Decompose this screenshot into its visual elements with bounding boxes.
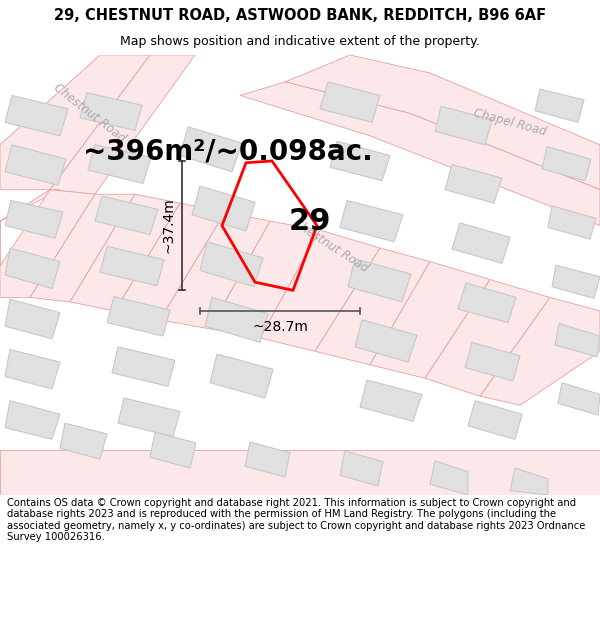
Polygon shape [245,442,290,477]
Text: ~396m²/~0.098ac.: ~396m²/~0.098ac. [83,138,373,166]
Polygon shape [70,194,180,311]
Polygon shape [360,380,422,421]
Polygon shape [542,147,591,181]
Polygon shape [5,299,60,339]
Polygon shape [50,55,195,194]
Text: ~37.4m: ~37.4m [162,198,176,254]
Polygon shape [0,190,95,298]
Polygon shape [80,92,142,131]
Polygon shape [88,145,151,183]
Text: 29: 29 [289,207,331,236]
Polygon shape [555,324,600,357]
Polygon shape [320,82,380,122]
Polygon shape [340,451,383,486]
Polygon shape [100,246,164,286]
Text: Contains OS data © Crown copyright and database right 2021. This information is : Contains OS data © Crown copyright and d… [7,498,586,542]
Polygon shape [0,55,150,190]
Polygon shape [5,96,68,136]
Polygon shape [112,347,175,386]
Polygon shape [210,354,273,398]
Polygon shape [240,82,600,226]
Polygon shape [285,55,600,190]
Polygon shape [425,279,550,396]
Polygon shape [348,259,411,302]
Polygon shape [340,201,403,242]
Polygon shape [5,349,60,389]
Polygon shape [95,196,158,234]
Polygon shape [260,230,380,351]
Polygon shape [452,223,510,263]
Polygon shape [558,382,600,415]
Polygon shape [160,212,270,329]
Polygon shape [118,398,180,437]
Polygon shape [200,242,263,287]
Polygon shape [0,190,60,266]
Text: Chapel Road: Chapel Road [472,106,548,138]
Polygon shape [435,106,492,145]
Polygon shape [355,320,417,362]
Text: Chestnut Road: Chestnut Road [290,216,370,274]
Polygon shape [458,283,516,322]
Polygon shape [548,206,596,239]
Text: 29, CHESTNUT ROAD, ASTWOOD BANK, REDDITCH, B96 6AF: 29, CHESTNUT ROAD, ASTWOOD BANK, REDDITC… [54,8,546,23]
Polygon shape [180,127,242,172]
Polygon shape [330,141,390,181]
Polygon shape [5,201,63,238]
Polygon shape [115,203,225,320]
Polygon shape [5,248,60,289]
Polygon shape [468,401,522,439]
Polygon shape [205,298,268,343]
Polygon shape [30,194,135,302]
Text: ~28.7m: ~28.7m [252,320,308,334]
Polygon shape [107,296,170,336]
Polygon shape [370,261,490,378]
Polygon shape [150,432,196,468]
Polygon shape [0,450,600,495]
Text: Map shows position and indicative extent of the property.: Map shows position and indicative extent… [120,35,480,48]
Polygon shape [5,145,66,185]
Polygon shape [315,248,430,365]
Polygon shape [210,221,320,338]
Polygon shape [552,265,600,298]
Polygon shape [480,298,600,405]
Polygon shape [535,89,584,122]
Text: Chestnut Road: Chestnut Road [52,81,128,146]
Polygon shape [192,186,255,231]
Polygon shape [430,461,468,495]
Polygon shape [5,401,60,439]
Polygon shape [465,342,520,381]
Polygon shape [445,164,502,203]
Polygon shape [510,468,548,495]
Polygon shape [60,423,107,459]
